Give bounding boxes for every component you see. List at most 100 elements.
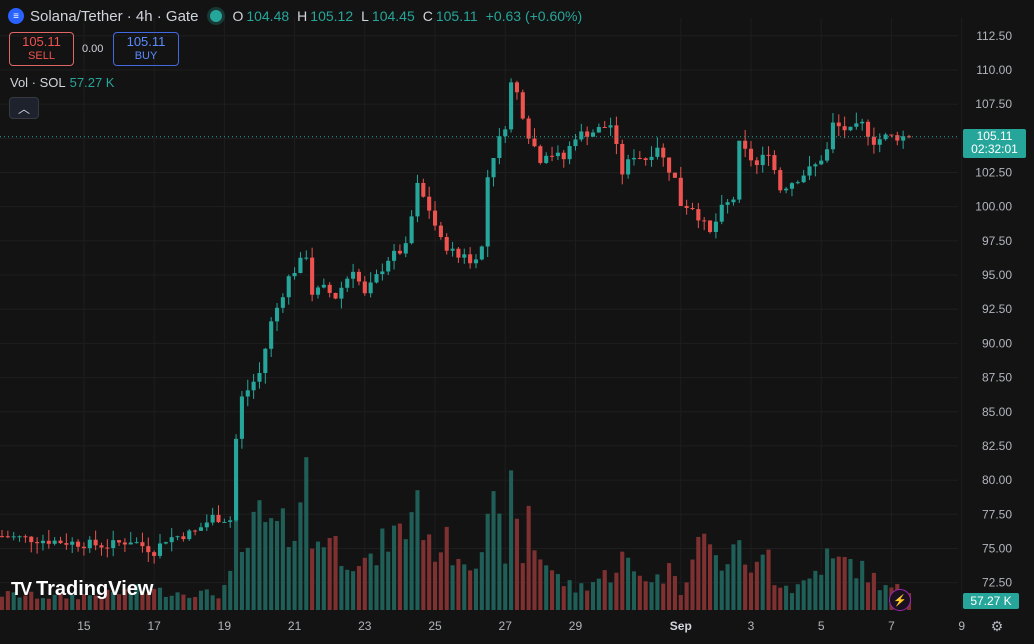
candle-body: [152, 552, 157, 556]
candle-body: [631, 157, 637, 160]
volume-bar: [848, 558, 853, 610]
candle-body: [427, 196, 432, 211]
candle-body: [58, 540, 63, 544]
candle-body: [672, 172, 677, 178]
candle-body: [204, 522, 209, 528]
price-tick-label: 90.00: [982, 336, 1012, 350]
volume-bar: [450, 565, 455, 610]
time-axis[interactable]: 15 17 19 21 23 25 27 29 Sep 3 5 7 9: [77, 619, 965, 633]
volume-bar: [596, 578, 601, 610]
volume-bar: [286, 547, 291, 610]
price-tick-label: 80.00: [982, 473, 1012, 487]
ohlc-value: 105.11: [435, 8, 478, 24]
candle-body: [397, 250, 402, 254]
volume-bar: [128, 592, 133, 610]
volume-bar: [737, 540, 742, 610]
buy-button[interactable]: 105.11 BUY: [113, 32, 179, 66]
candle-body: [222, 521, 227, 523]
menu-lines-icon[interactable]: ≡: [8, 8, 24, 24]
candle-body: [667, 157, 672, 173]
volume-bar: [222, 585, 227, 610]
candle-body: [210, 514, 215, 523]
volume-bar: [854, 578, 859, 610]
candle-body: [23, 536, 28, 538]
volume-bar: [163, 596, 168, 610]
symbol-title[interactable]: Solana/Tether · 4h · Gate: [30, 7, 199, 25]
volume-bar: [76, 599, 81, 610]
volume-bar: [239, 552, 244, 610]
candle-body: [696, 209, 701, 221]
candle-body: [479, 246, 484, 260]
volume-bar: [585, 590, 590, 610]
candle-body: [17, 536, 22, 538]
candle-body: [280, 297, 285, 308]
candle-body: [590, 132, 596, 137]
candle-body: [836, 122, 841, 127]
candle-body: [614, 125, 619, 144]
volume-bar: [327, 537, 332, 610]
volume-bar: [438, 552, 443, 610]
sell-button[interactable]: 105.11 SELL: [9, 32, 74, 66]
volume-bar: [351, 571, 356, 610]
gear-icon[interactable]: ⚙: [990, 617, 1004, 634]
candle-body: [5, 536, 10, 538]
candle-body: [421, 182, 426, 197]
candle-body: [503, 129, 508, 137]
price-tick-label: 87.50: [982, 371, 1012, 385]
volume-bar: [766, 549, 771, 610]
volume-bar: [5, 591, 10, 610]
candle-body: [719, 204, 724, 222]
candle-body: [52, 540, 57, 544]
collapse-legend-button[interactable]: ︿: [9, 97, 39, 119]
volume-bar: [29, 591, 34, 610]
candle-body: [889, 134, 894, 136]
candle-body: [737, 140, 742, 200]
market-status-icon[interactable]: [210, 10, 223, 22]
bar-countdown: 02:32:01: [971, 142, 1018, 156]
time-tick-label: 9: [958, 619, 965, 633]
candle-body: [386, 260, 391, 272]
sell-label: SELL: [28, 50, 55, 62]
volume-bar: [432, 561, 438, 610]
volume-bar: [538, 559, 543, 610]
candle-body: [257, 373, 262, 382]
lightning-icon[interactable]: ⚡: [889, 589, 911, 611]
candle-body: [298, 257, 303, 273]
candle-body: [520, 92, 525, 119]
candle-body: [450, 248, 455, 251]
candle-body: [877, 139, 882, 145]
volume-bar: [608, 582, 613, 610]
tradingview-logo[interactable]: TV TradingView: [11, 578, 153, 601]
ohlc-value: +0.63 (+0.60%): [485, 8, 583, 24]
candle-body: [707, 220, 713, 233]
candle-body: [128, 542, 133, 545]
price-tick-label: 72.50: [982, 576, 1012, 590]
candle-body: [865, 121, 871, 137]
price-axis[interactable]: 72.50 75.00 77.50 80.00 82.50 85.00 87.50 90.00…: [975, 29, 1012, 590]
candle-body: [99, 545, 104, 548]
candle-body: [333, 292, 338, 299]
candle-body: [795, 182, 800, 184]
candle-body: [321, 284, 326, 288]
volume-bar: [836, 556, 841, 610]
candle-body: [626, 159, 631, 175]
volume-bar: [707, 544, 713, 610]
candle-body: [620, 143, 625, 175]
volume-bar: [392, 525, 397, 610]
price-tick-label: 95.00: [982, 268, 1012, 282]
candle-body: [263, 348, 268, 374]
volume-bar: [427, 534, 432, 610]
price-tick-label: 85.00: [982, 405, 1012, 419]
volume-bar: [795, 584, 800, 610]
volume-legend[interactable]: Vol · SOL 57.27 K: [10, 75, 114, 90]
candle-body: [871, 136, 876, 145]
volume-bar: [772, 585, 777, 610]
volume-bar: [257, 500, 262, 610]
candle-body: [76, 541, 81, 547]
candle-body: [0, 536, 5, 538]
candle-body: [743, 140, 748, 149]
time-tick-label: 25: [428, 619, 442, 633]
volume-bar: [719, 570, 724, 610]
